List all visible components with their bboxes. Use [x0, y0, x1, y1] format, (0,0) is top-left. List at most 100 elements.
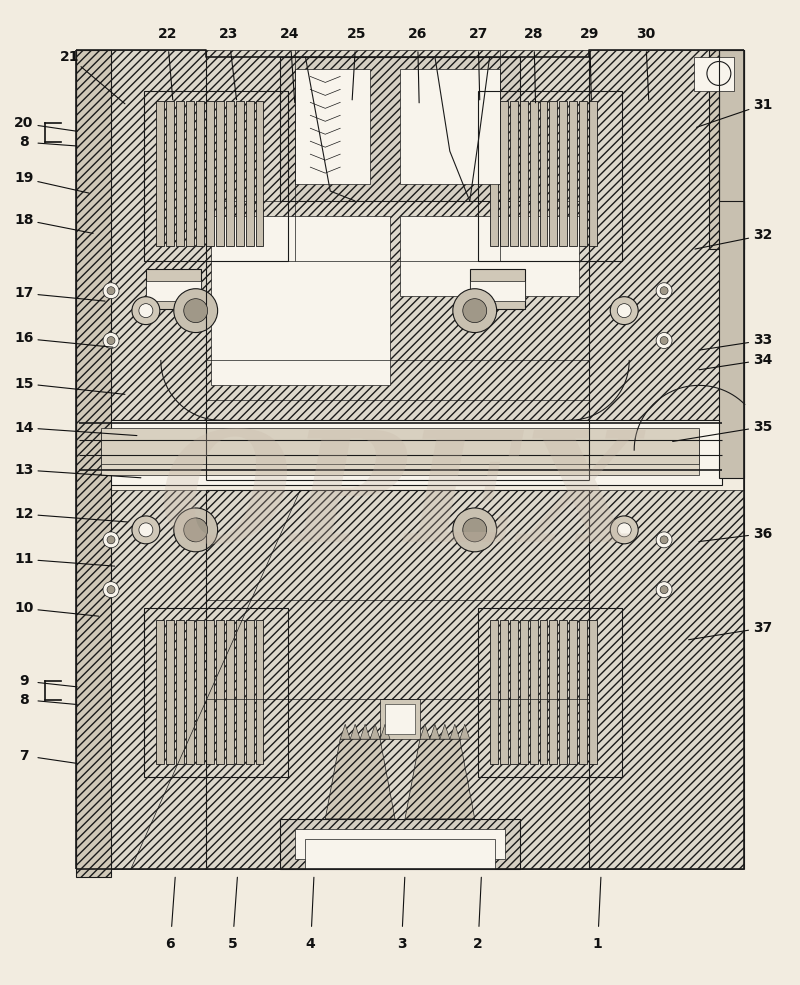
Circle shape	[132, 296, 160, 325]
Text: 20: 20	[14, 116, 34, 130]
Text: 30: 30	[636, 28, 655, 41]
Circle shape	[139, 523, 153, 537]
Polygon shape	[326, 739, 395, 819]
Polygon shape	[340, 724, 350, 739]
Circle shape	[107, 586, 115, 594]
Bar	[206, 101, 214, 246]
Bar	[101, 430, 699, 475]
Bar	[490, 101, 498, 246]
Circle shape	[132, 516, 160, 544]
Bar	[196, 101, 204, 246]
Bar	[176, 101, 184, 246]
Text: 9: 9	[19, 674, 29, 688]
Text: 27: 27	[469, 28, 488, 41]
Bar	[281, 56, 519, 201]
Text: 28: 28	[524, 28, 544, 41]
Bar	[281, 819, 519, 869]
Bar	[176, 620, 184, 764]
Bar	[206, 490, 590, 869]
Bar	[196, 620, 204, 764]
Circle shape	[174, 289, 218, 333]
Text: 33: 33	[753, 333, 772, 348]
Bar	[216, 620, 224, 764]
Bar	[530, 101, 538, 246]
Text: 35: 35	[753, 420, 773, 433]
Bar	[709, 49, 744, 249]
Bar	[76, 49, 206, 478]
Circle shape	[453, 289, 497, 333]
Bar	[559, 620, 567, 764]
Text: 6: 6	[166, 937, 175, 952]
Text: 18: 18	[14, 213, 34, 227]
Text: 2: 2	[474, 937, 483, 952]
Circle shape	[174, 508, 218, 552]
Polygon shape	[350, 724, 360, 739]
Text: 3: 3	[397, 937, 406, 952]
Circle shape	[184, 298, 208, 323]
Bar	[519, 101, 527, 246]
Bar	[500, 620, 508, 764]
Bar	[144, 92, 288, 261]
Text: OPEX: OPEX	[158, 426, 642, 574]
Circle shape	[656, 582, 672, 598]
Polygon shape	[450, 724, 460, 739]
Bar	[470, 269, 525, 308]
Polygon shape	[440, 724, 450, 739]
Bar	[76, 49, 111, 877]
Bar	[490, 620, 498, 764]
Bar	[235, 620, 243, 764]
Text: 23: 23	[219, 28, 238, 41]
Text: 10: 10	[14, 601, 34, 616]
Bar	[306, 839, 494, 869]
Text: 32: 32	[753, 229, 773, 242]
Text: 12: 12	[14, 507, 34, 521]
Circle shape	[660, 536, 668, 544]
Bar	[255, 101, 263, 246]
Text: 8: 8	[19, 135, 29, 149]
Polygon shape	[380, 724, 390, 739]
Bar	[295, 828, 505, 859]
Bar	[519, 620, 527, 764]
Bar	[166, 620, 174, 764]
Bar	[590, 49, 744, 478]
Bar	[206, 49, 590, 204]
Bar	[156, 620, 164, 764]
Circle shape	[184, 518, 208, 542]
Bar	[186, 620, 194, 764]
Bar	[500, 101, 508, 246]
Bar	[255, 620, 263, 764]
Text: 22: 22	[158, 28, 177, 41]
Text: 4: 4	[306, 937, 315, 952]
Text: 13: 13	[14, 463, 34, 477]
Bar	[530, 620, 538, 764]
Text: 24: 24	[280, 28, 300, 41]
Bar	[235, 101, 243, 246]
Circle shape	[618, 303, 631, 317]
Bar	[400, 70, 500, 184]
Text: 7: 7	[19, 749, 29, 762]
Circle shape	[103, 333, 119, 349]
Bar	[166, 101, 174, 246]
Circle shape	[139, 303, 153, 317]
Bar	[719, 49, 744, 478]
Bar	[400, 216, 579, 296]
Bar	[550, 620, 558, 764]
Bar	[146, 281, 201, 300]
Bar	[590, 101, 598, 246]
Circle shape	[660, 287, 668, 295]
Circle shape	[103, 532, 119, 548]
Bar	[246, 101, 254, 246]
Text: 21: 21	[59, 49, 79, 64]
Circle shape	[103, 283, 119, 298]
Bar	[559, 101, 567, 246]
Bar	[380, 699, 420, 739]
Bar	[206, 201, 590, 480]
Circle shape	[656, 333, 672, 349]
Bar	[216, 101, 224, 246]
Bar	[478, 92, 622, 261]
Circle shape	[610, 516, 638, 544]
Bar	[76, 490, 206, 869]
Circle shape	[660, 337, 668, 345]
Text: 36: 36	[753, 527, 772, 541]
Bar	[579, 101, 587, 246]
